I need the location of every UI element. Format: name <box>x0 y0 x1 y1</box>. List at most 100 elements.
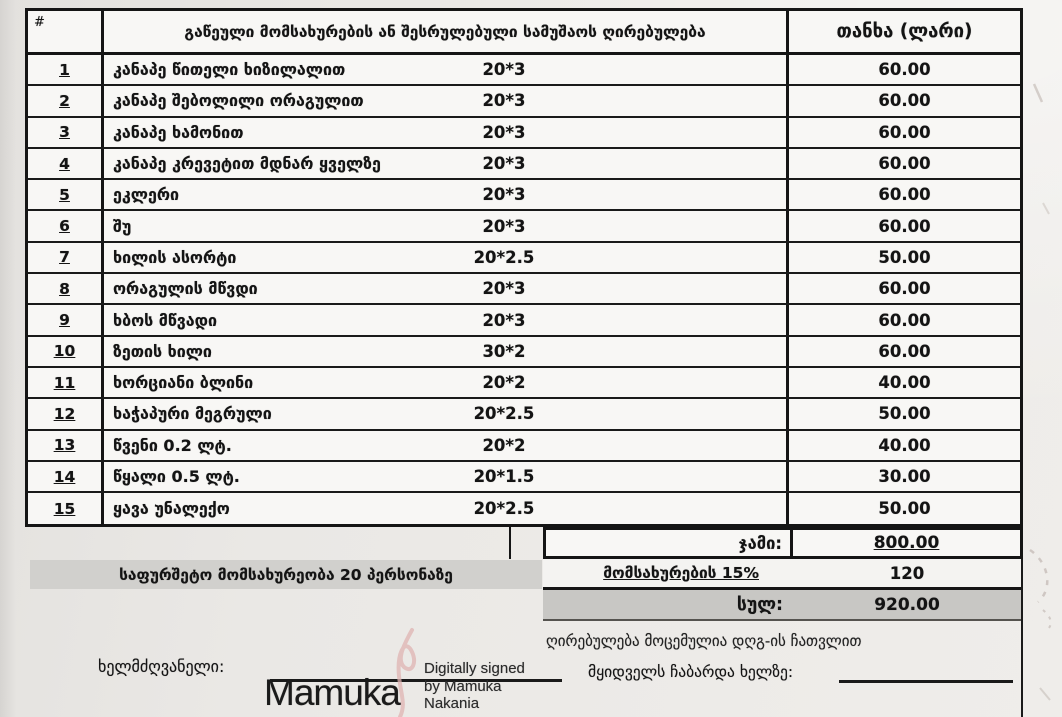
row-number: 13 <box>28 430 104 460</box>
invoice-table: # გაწეული მომსახურების ან შესრულებული სა… <box>25 8 1023 528</box>
item-description-cell: ხაჭაპური მეგრული 20*2.5 <box>104 399 789 429</box>
table-row: 10 ზეთის ხილი 30*2 60.00 <box>28 336 1020 368</box>
item-amount: 40.00 <box>878 373 931 393</box>
item-quantity: 20*2 <box>482 435 526 455</box>
item-description-cell: ხბოს მწვადი 20*3 <box>104 305 789 335</box>
item-amount: 60.00 <box>878 216 931 236</box>
item-quantity: 20*3 <box>482 60 526 80</box>
item-name: კანაპე წითელი ხიზილალით <box>113 60 346 80</box>
item-name: ორაგულის მწვდი <box>113 279 258 299</box>
item-quantity: 20*2.5 <box>473 247 535 267</box>
item-description-cell: კანაპე კრევეტით მდნარ ყველზე 20*3 <box>104 148 789 179</box>
item-description-cell: კანაპე წითელი ხიზილალით 20*3 <box>104 55 789 85</box>
item-name: ეკლერი <box>113 185 180 205</box>
header-description-cell: გაწეული მომსახურების ან შესრულებული სამუ… <box>104 11 789 52</box>
item-quantity: 20*3 <box>482 185 526 205</box>
row-number: 6 <box>28 211 104 241</box>
item-name: კანაპე ხამონით <box>113 122 244 142</box>
item-quantity: 20*3 <box>482 91 526 111</box>
row-number: 14 <box>28 461 104 492</box>
table-row: 3 კანაპე ხამონით 20*3 60.00 <box>28 117 1020 149</box>
item-name: კანაპე შებოლილი ორაგულით <box>113 91 364 111</box>
table-row: 11 ხორციანი ბლინი 20*2 40.00 <box>28 367 1020 400</box>
item-description-cell: ხილის ასორტი 20*2.5 <box>104 242 789 273</box>
item-amount: 50.00 <box>878 247 931 267</box>
total-value: 920.00 <box>874 594 940 615</box>
item-amount: 30.00 <box>878 467 931 486</box>
header-amount-cell: თანხა (ლარი) <box>836 21 973 42</box>
vat-note: ღირებულება მოცემულია დღგ-ის ჩათვლით <box>546 632 862 650</box>
buyer-handover-label: მყიდველს ჩაბარდა ხელზე: <box>588 663 794 681</box>
item-quantity: 20*2.5 <box>473 499 535 519</box>
item-name: წყალი 0.5 ლტ. <box>113 467 240 486</box>
scan-left-shadow <box>0 0 16 717</box>
table-stub-line <box>509 527 511 559</box>
row-number: 7 <box>28 242 104 273</box>
item-description-cell: წვენი 0.2 ლტ. 20*2 <box>104 430 789 460</box>
item-name: ხორციანი ბლინი <box>113 373 254 393</box>
row-number: 10 <box>28 336 104 366</box>
item-name: კანაპე კრევეტით მდნარ ყველზე <box>113 154 381 174</box>
item-amount: 50.00 <box>878 404 931 424</box>
item-amount: 60.00 <box>878 341 931 361</box>
item-amount: 60.00 <box>878 154 931 174</box>
header-number-cell: # <box>28 11 104 52</box>
item-quantity: 20*3 <box>482 216 526 236</box>
row-number: 15 <box>28 493 104 525</box>
item-description-cell: კანაპე შებოლილი ორაგულით 20*3 <box>104 86 789 116</box>
table-row: 8 ორაგულის მწვდი 20*3 60.00 <box>28 274 1020 306</box>
row-number: 1 <box>28 55 104 85</box>
digital-signature-line: Digitally signed <box>424 660 525 677</box>
row-number: 2 <box>28 86 104 116</box>
item-amount: 60.00 <box>878 279 931 299</box>
item-name: ხილის ასორტი <box>113 247 237 267</box>
item-name: შუ <box>113 216 132 236</box>
row-number: 8 <box>28 274 104 304</box>
item-description-cell: ხორციანი ბლინი 20*2 <box>104 367 789 398</box>
table-row: 14 წყალი 0.5 ლტ. 20*1.5 30.00 <box>28 461 1020 494</box>
sum-row: ჯამი: 800.00 <box>543 527 1023 559</box>
item-quantity: 20*2 <box>482 373 526 393</box>
banquet-note: საფურშეტო მომსახურეობა 20 პერსონაზე <box>30 560 542 589</box>
page-right-edge-line <box>1021 559 1023 717</box>
table-row: 15 ყავა უნალექო 20*2.5 50.00 <box>28 493 1020 525</box>
service-fee-label: მომსახურების 15% <box>603 564 759 582</box>
digital-signature-line: by Mamuka <box>424 677 502 695</box>
item-amount: 60.00 <box>878 60 931 80</box>
table-row: 9 ხბოს მწვადი 20*3 60.00 <box>28 305 1020 337</box>
table-header-row: # გაწეული მომსახურების ან შესრულებული სა… <box>28 11 1020 55</box>
item-amount: 40.00 <box>878 435 931 455</box>
item-name: წვენი 0.2 ლტ. <box>113 435 232 455</box>
item-description-cell: ეკლერი 20*3 <box>104 180 789 210</box>
service-fee-row: მომსახურების 15% 120 <box>543 559 1023 590</box>
row-number: 9 <box>28 305 104 335</box>
table-row: 1 კანაპე წითელი ხიზილალით 20*3 60.00 <box>28 55 1020 87</box>
sum-label: ჯამი: <box>738 533 782 553</box>
row-number: 4 <box>28 148 104 179</box>
row-number: 12 <box>28 399 104 429</box>
item-description-cell: კანაპე ხამონით 20*3 <box>104 117 789 147</box>
table-row: 7 ხილის ასორტი 20*2.5 50.00 <box>28 242 1020 275</box>
item-quantity: 20*3 <box>482 122 526 142</box>
item-name: ხაჭაპური მეგრული <box>113 404 272 424</box>
digital-signature-line: Nakania <box>424 695 480 712</box>
table-row: 12 ხაჭაპური მეგრული 20*2.5 50.00 <box>28 399 1020 431</box>
item-amount: 60.00 <box>878 122 931 142</box>
table-row: 4 კანაპე კრევეტით მდნარ ყველზე 20*3 60.00 <box>28 148 1020 181</box>
table-row: 6 შუ 20*3 60.00 <box>28 211 1020 243</box>
buyer-signature-line <box>839 680 1013 683</box>
sum-value: 800.00 <box>790 530 1020 556</box>
item-name: ზეთის ხილი <box>113 341 212 361</box>
item-quantity: 20*2.5 <box>473 404 535 424</box>
item-description-cell: ზეთის ხილი 30*2 <box>104 336 789 366</box>
item-description-cell: ორაგულის მწვდი 20*3 <box>104 274 789 304</box>
item-name: ყავა უნალექო <box>113 499 230 519</box>
item-amount: 60.00 <box>878 91 931 111</box>
digital-signature-details: Digitally signed by Mamuka Nakania <box>424 660 525 713</box>
digital-signature-name: Mamuka <box>264 672 401 713</box>
total-row: სულ: 920.00 <box>543 590 1023 621</box>
item-quantity: 20*3 <box>482 279 526 299</box>
item-quantity: 20*1.5 <box>473 467 535 486</box>
table-rows: 1 კანაპე წითელი ხიზილალით 20*3 60.00 2 კანაპე… <box>28 55 1020 525</box>
